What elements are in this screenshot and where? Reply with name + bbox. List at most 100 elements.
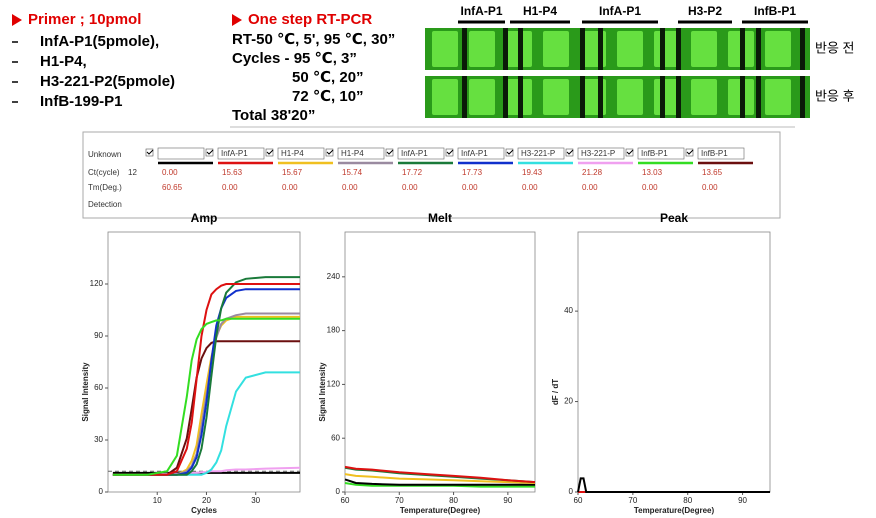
x-tick-label: 80 <box>449 496 458 505</box>
checkmark <box>446 149 454 155</box>
ct-value: 17.72 <box>402 168 423 177</box>
protocol-heading: One step RT-PCR <box>248 11 372 28</box>
gel-row-label: 반응 전 <box>815 40 855 55</box>
protocol-line: RT-50 ℃, 5', 95 ℃, 30” <box>232 31 395 48</box>
checkmark <box>206 149 214 155</box>
x-tick-label: 20 <box>202 496 211 505</box>
protocol-line: 72 ℃, 10” <box>292 88 364 105</box>
gel-divider <box>518 28 523 70</box>
tm-value: 0.00 <box>642 183 658 192</box>
series-line <box>112 276 300 476</box>
ct-setting: 12 <box>128 168 137 177</box>
y-tick-label: 0 <box>569 487 574 496</box>
tm-value: 60.65 <box>162 183 183 192</box>
ct-value: 19.43 <box>522 168 543 177</box>
plot-frame <box>344 231 536 493</box>
series-name: H1-P4 <box>341 149 364 158</box>
gel-well <box>765 79 791 115</box>
chart-title: Amp <box>191 211 218 225</box>
chart-title: Melt <box>428 211 452 225</box>
y-tick-label: 60 <box>331 433 340 442</box>
table-row-label: Detection <box>88 200 122 209</box>
ct-value: 13.03 <box>642 168 663 177</box>
y-axis-label: dF / dT <box>551 379 560 405</box>
gel-well <box>469 31 495 67</box>
gel-well <box>617 79 643 115</box>
tm-value: 0.00 <box>402 183 418 192</box>
gel-row-label: 반응 후 <box>815 88 855 103</box>
plot-frame <box>107 231 301 493</box>
y-tick-label: 120 <box>327 380 341 389</box>
name-box <box>457 147 505 160</box>
plot-frame <box>577 231 771 493</box>
protocol-line: Total 38'20” <box>232 107 315 124</box>
y-tick-label: 60 <box>94 383 103 392</box>
gel-well <box>432 79 458 115</box>
x-tick-label: 70 <box>628 496 637 505</box>
checkbox <box>445 148 454 157</box>
gel-divider <box>518 76 523 118</box>
series-line <box>577 477 770 493</box>
protocol-line: 50 ℃, 20” <box>292 69 364 86</box>
y-tick-label: 240 <box>327 272 341 281</box>
ct-value: 15.67 <box>282 168 303 177</box>
checkbox <box>385 148 394 157</box>
series-line <box>112 340 300 476</box>
name-box <box>277 147 325 160</box>
ct-value: 17.73 <box>462 168 483 177</box>
gel-divider <box>660 76 665 118</box>
x-axis-label: Temperature(Degree) <box>634 506 715 515</box>
y-tick-label: 30 <box>94 435 103 444</box>
checkbox <box>325 148 334 157</box>
table-row-label: Unknown <box>88 150 121 159</box>
gel-divider <box>740 76 745 118</box>
series-name: InfB-P1 <box>701 149 728 158</box>
x-tick-label: 10 <box>153 496 162 505</box>
chart-title: Peak <box>660 211 688 225</box>
protocol-line: Cycles - 95 ℃, 3” <box>232 50 357 67</box>
tm-value: 0.00 <box>702 183 718 192</box>
gel-lane-label: InfB-P1 <box>754 4 796 18</box>
gel-divider <box>800 28 805 70</box>
gel-well <box>543 79 569 115</box>
x-tick-label: 60 <box>574 496 583 505</box>
tm-value: 0.00 <box>462 183 478 192</box>
name-box <box>217 147 265 160</box>
x-axis-label: Cycles <box>191 506 217 515</box>
tm-value: 0.00 <box>582 183 598 192</box>
series-line <box>112 283 300 476</box>
name-box <box>577 147 625 160</box>
name-box <box>697 147 745 160</box>
x-axis-label: Temperature(Degree) <box>400 506 481 515</box>
x-tick-label: 90 <box>503 496 512 505</box>
primer-item: H1-P4, <box>40 53 87 70</box>
checkmark <box>266 149 274 155</box>
name-box <box>157 147 205 160</box>
ct-value: 15.63 <box>222 168 243 177</box>
series-line <box>112 317 300 476</box>
gel-divider <box>676 28 681 70</box>
gel-lane-label: InfA-P1 <box>599 4 641 18</box>
primer-heading: Primer ; 10pmol <box>28 11 141 28</box>
gel-divider <box>503 76 508 118</box>
series-name: H1-P4 <box>281 149 304 158</box>
tm-value: 0.00 <box>282 183 298 192</box>
gel-well <box>617 31 643 67</box>
gel-lane-label: H3-P2 <box>688 4 722 18</box>
name-box <box>517 147 565 160</box>
gel-divider <box>756 28 761 70</box>
y-tick-label: 120 <box>90 279 104 288</box>
checkmark <box>386 149 394 155</box>
name-box <box>337 147 385 160</box>
gel-divider <box>660 28 665 70</box>
tm-value: 0.00 <box>342 183 358 192</box>
series-name: InfB-P1 <box>641 149 668 158</box>
gel-divider <box>580 28 585 70</box>
name-box <box>637 147 685 160</box>
gel-well <box>765 31 791 67</box>
ct-value: 13.65 <box>702 168 723 177</box>
y-axis-label: Signal Intensity <box>318 362 327 422</box>
primer-block: Primer ; 10pmol <box>12 11 141 28</box>
y-tick-label: 90 <box>94 331 103 340</box>
checkmark <box>566 149 574 155</box>
